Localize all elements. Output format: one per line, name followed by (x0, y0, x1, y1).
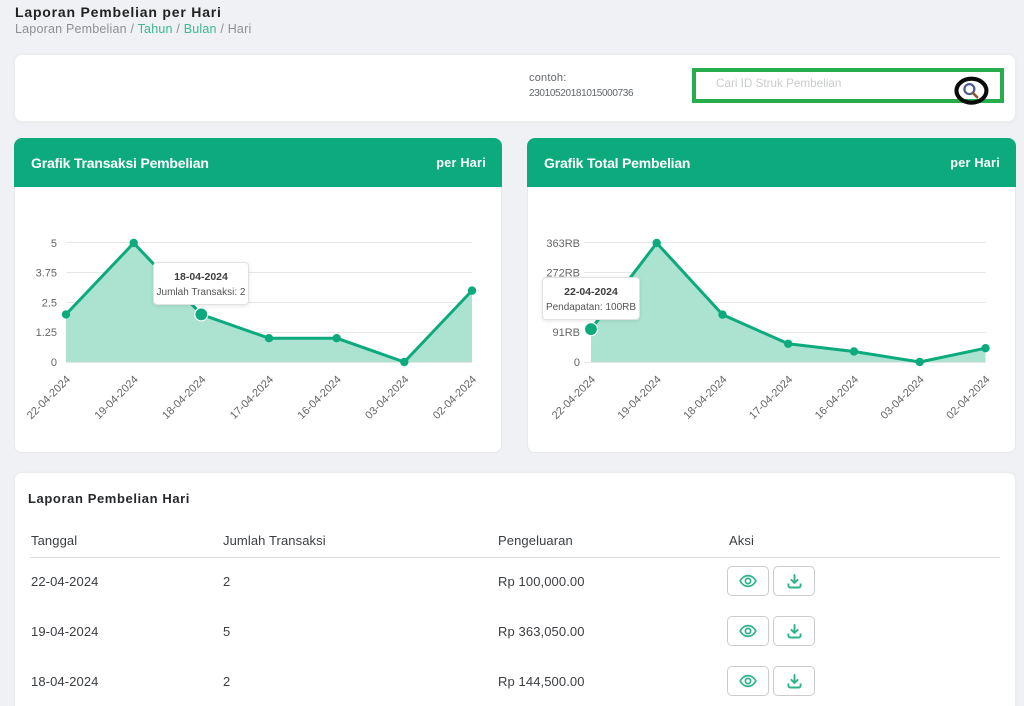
svg-text:18-04-2024: 18-04-2024 (160, 374, 208, 422)
svg-text:363RB: 363RB (546, 238, 580, 250)
svg-text:02-04-2024: 02-04-2024 (944, 374, 992, 422)
svg-text:3.75: 3.75 (36, 268, 57, 280)
svg-text:02-04-2024: 02-04-2024 (431, 374, 479, 422)
svg-text:03-04-2024: 03-04-2024 (363, 374, 411, 422)
svg-text:91RB: 91RB (552, 327, 580, 339)
svg-text:272RB: 272RB (546, 268, 580, 280)
svg-text:16-04-2024: 16-04-2024 (813, 374, 861, 422)
svg-text:1.25: 1.25 (36, 327, 57, 339)
svg-text:17-04-2024: 17-04-2024 (228, 374, 276, 422)
svg-text:5: 5 (51, 238, 57, 250)
svg-text:19-04-2024: 19-04-2024 (93, 374, 141, 422)
svg-text:16-04-2024: 16-04-2024 (296, 374, 344, 422)
svg-text:0: 0 (51, 357, 57, 369)
svg-text:22-04-2024: 22-04-2024 (550, 374, 598, 422)
svg-text:18-04-2024: 18-04-2024 (681, 374, 729, 422)
svg-text:22-04-2024: 22-04-2024 (25, 374, 73, 422)
svg-text:0: 0 (574, 357, 580, 369)
svg-text:2.5: 2.5 (42, 298, 57, 310)
svg-text:17-04-2024: 17-04-2024 (747, 374, 795, 422)
svg-text:19-04-2024: 19-04-2024 (616, 374, 664, 422)
svg-text:03-04-2024: 03-04-2024 (879, 374, 927, 422)
